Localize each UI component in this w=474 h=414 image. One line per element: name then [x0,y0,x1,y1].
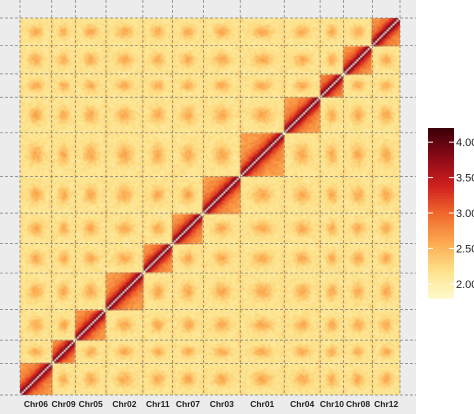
colorbar-segment [428,173,454,177]
colorbar-segment [428,224,454,228]
colorbar-segment [428,210,454,214]
colorbar-segment [428,198,454,203]
colorbar-segment [428,215,454,220]
chromosome-grid-lines [0,0,416,396]
colorbar-segment [428,221,454,225]
colorbar-segment [428,133,454,138]
colorbar-segment [428,164,454,169]
colorbar-tick-label: 4.00 [456,137,474,149]
colorbar-segment [428,136,454,140]
colorbar-segment [428,283,454,288]
colorbar-segment [428,139,454,143]
colorbar-segment [428,162,454,166]
x-tick-label: Chr03 [210,399,234,409]
colorbar-segment [428,258,454,262]
colorbar-segment [428,159,454,163]
colorbar-segment [428,289,454,293]
colorbar-segment [428,266,454,271]
colorbar-segment [428,130,454,135]
colorbar-segment [428,187,454,191]
x-axis-ticks: Chr06 Chr09 Chr05 Chr02 Chr11 Chr07 Chr03 Chr01… [24,399,399,409]
x-tick-label: Chr07 [176,399,200,409]
colorbar-segment [428,176,454,180]
colorbar-segment [428,142,454,146]
colorbar-segment [428,156,454,160]
colorbar-segment [428,261,454,265]
colorbar-segment [428,292,454,296]
colorbar-segment [428,207,454,211]
colorbar-segment [428,196,454,200]
x-tick-label: Chr05 [79,399,103,409]
colorbar-segment [428,244,454,248]
colorbar-segment [428,255,454,259]
colorbar-segment [428,269,454,274]
colorbar-segment [428,167,454,172]
colorbar-segment [428,184,454,189]
colorbar-tick-label: 3.50 [456,173,474,185]
colorbar-segment [428,264,454,268]
colorbar-segment [428,241,454,245]
colorbar-segment [428,190,454,194]
colorbar-segment [428,275,454,279]
colorbar-segment [428,179,454,183]
x-tick-label: Chr12 [374,399,398,409]
colorbar-segment [428,238,454,242]
colorbar-segment [428,272,454,276]
colorbar-tick-label: 2.00 [456,279,474,291]
colorbar-segment [428,193,454,197]
colorbar-segment [428,235,454,240]
x-tick-label: Chr02 [112,399,136,409]
colorbar-segment [428,181,454,186]
x-tick-label: Chr10 [320,399,344,409]
colorbar-segment [428,170,454,174]
x-tick-label: Chr09 [51,399,75,409]
colorbar-segment [428,295,454,299]
colorbar-segment [428,230,454,234]
colorbar-segment [428,232,454,237]
colorbar-tick-label: 2.50 [456,243,474,255]
colorbar-segment [428,252,454,257]
x-tick-label: Chr11 [146,399,170,409]
colorbar-segment [428,286,454,291]
colorbar-segment [428,227,454,231]
colorbar-segment [428,145,454,149]
contact-matrix-image [20,18,400,395]
x-tick-label: Chr08 [346,399,370,409]
colorbar-segment [428,204,454,208]
x-tick-label: Chr04 [290,399,314,409]
x-tick-label: Chr01 [250,399,274,409]
colorbar-segment [428,278,454,282]
colorbar-segment [428,213,454,217]
colorbar-segment [428,153,454,157]
colorbar-tick-label: 3.00 [456,208,474,220]
colorbar-segment [428,247,454,251]
colorbar-segment [428,281,454,285]
x-tick-label: Chr06 [24,399,48,409]
colorbar-segment [428,128,454,132]
colorbar-segment [428,218,454,223]
colorbar-legend: 2.00 2.50 3.00 3.50 4.00 [428,128,474,299]
colorbar-segment [428,249,454,254]
colorbar-segment [428,150,454,155]
colorbar-segment [428,147,454,152]
colorbar-segment [428,201,454,206]
